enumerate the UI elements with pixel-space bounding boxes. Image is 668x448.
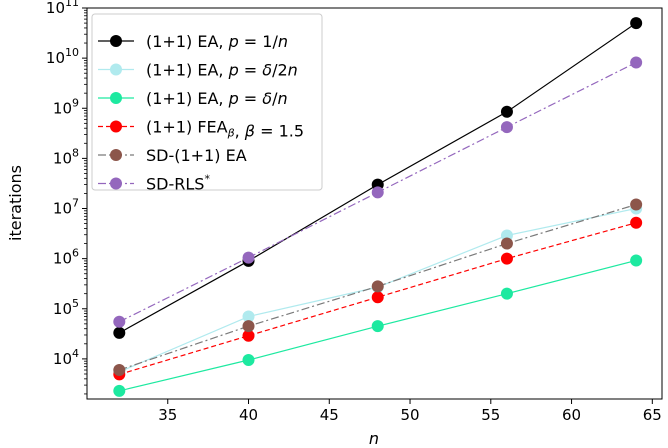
- data-point: [242, 329, 255, 342]
- legend-marker: [110, 35, 122, 47]
- legend-label: (1+1) EA, p = 1/n: [146, 32, 288, 51]
- data-point: [371, 280, 384, 293]
- data-point: [630, 216, 643, 229]
- y-tick-label: 1011: [46, 0, 79, 17]
- legend-marker: [110, 63, 122, 76]
- data-point: [630, 17, 643, 30]
- series-line: [119, 203, 637, 371]
- legend-marker: [110, 149, 122, 161]
- series-layer: [113, 17, 643, 397]
- legend-marker: [110, 177, 122, 190]
- data-point: [242, 251, 255, 264]
- y-axis: 104 105 106 107 108 109 1010 1011: [46, 0, 87, 395]
- data-point: [242, 310, 255, 323]
- data-point: [113, 364, 126, 377]
- legend-label: (1+1) EA, p = δ/n: [146, 89, 288, 108]
- x-tick-label: 40: [239, 406, 258, 424]
- legend-marker: [110, 92, 122, 104]
- y-tick-label: 108: [53, 146, 79, 167]
- y-tick-label: 109: [53, 96, 79, 117]
- x-tick-label: 35: [158, 406, 177, 424]
- data-point: [500, 252, 513, 265]
- plot-frame: [86, 7, 663, 400]
- x-tick-label: 50: [400, 406, 419, 424]
- data-point: [371, 320, 384, 333]
- y-tick-label: 1010: [46, 46, 79, 67]
- x-tick-label: 55: [481, 406, 500, 424]
- data-point: [113, 315, 126, 328]
- x-tick-label: 60: [562, 406, 581, 424]
- data-point: [113, 326, 126, 339]
- legend-marker: [110, 120, 122, 133]
- data-point: [630, 56, 643, 69]
- data-point: [242, 354, 255, 367]
- series-line: [119, 222, 637, 376]
- y-tick-label: 106: [53, 247, 79, 268]
- legend-label: (1+1) EA, p = δ/2n: [146, 61, 298, 80]
- y-tick-label: 107: [53, 197, 79, 218]
- data-point: [371, 291, 384, 304]
- y-axis-label: iterations: [6, 165, 25, 241]
- x-tick-label: 65: [643, 406, 662, 424]
- data-point: [630, 198, 643, 211]
- data-point: [113, 384, 126, 397]
- x-axis: 35 40 45 50 55 60 65: [158, 399, 662, 424]
- data-point: [500, 121, 513, 134]
- data-point: [371, 186, 384, 199]
- legend-box: [91, 13, 323, 191]
- data-point: [500, 105, 513, 118]
- y-tick-label: 104: [53, 347, 79, 368]
- x-axis-label: n: [369, 429, 379, 448]
- legend-label: SD-RLS*: [146, 173, 210, 194]
- legend: (1+1) EA, p = 1/n (1+1) EA, p = δ/2n (1+1)…: [91, 13, 323, 194]
- y-tick-label: 105: [53, 297, 79, 318]
- x-tick-label: 45: [320, 406, 339, 424]
- data-point: [500, 287, 513, 300]
- data-point: [242, 320, 255, 333]
- legend-label: SD-(1+1) EA: [146, 146, 247, 165]
- legend-label: (1+1) FEAβ, β = 1.5: [146, 118, 304, 141]
- data-point: [500, 237, 513, 250]
- data-point: [630, 254, 643, 267]
